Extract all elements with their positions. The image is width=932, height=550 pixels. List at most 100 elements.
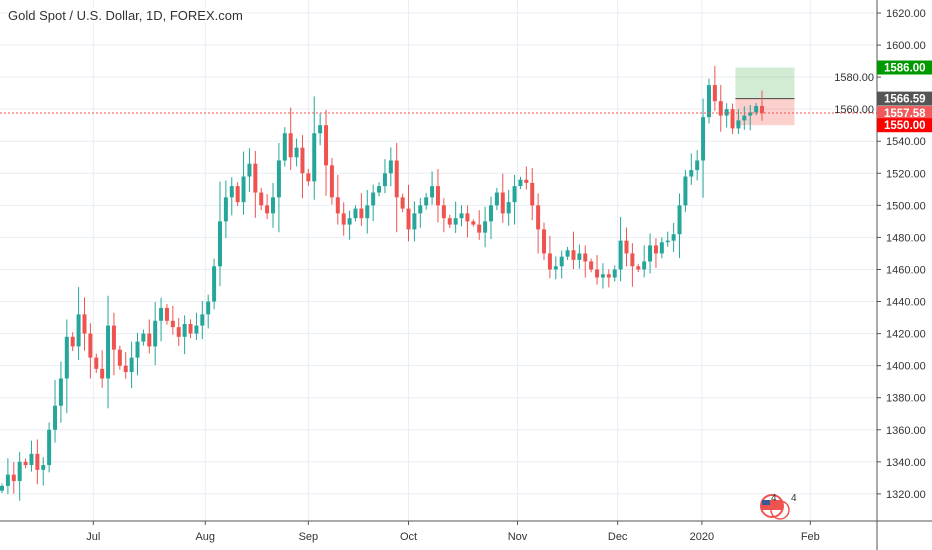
candle-body	[612, 269, 617, 278]
candle-body	[153, 320, 158, 347]
candle	[318, 113, 323, 146]
candle	[58, 361, 63, 423]
candle-body	[47, 429, 52, 466]
x-tick-label: Jul	[86, 531, 100, 543]
candle-body	[377, 186, 382, 193]
candle	[683, 169, 688, 213]
candle-body	[294, 147, 299, 158]
candle	[259, 187, 264, 211]
candle-body	[123, 365, 128, 373]
candle-body	[494, 192, 499, 206]
candle-body	[276, 160, 281, 198]
candle-body	[530, 182, 535, 206]
candle-body	[653, 245, 658, 254]
candle	[471, 219, 476, 227]
candle	[382, 159, 387, 194]
candle-body	[329, 165, 334, 198]
candle-body	[760, 105, 764, 114]
candle-body	[471, 221, 476, 225]
candle-body	[129, 357, 134, 373]
candle	[412, 201, 417, 242]
candle	[530, 168, 535, 221]
candle-body	[412, 213, 417, 230]
candle	[23, 458, 28, 469]
candle	[70, 332, 75, 352]
candle	[229, 177, 234, 216]
candle-body	[683, 176, 688, 206]
candle-body	[618, 240, 623, 270]
candle-body	[742, 115, 747, 121]
candle	[0, 483, 4, 494]
candle-body	[435, 186, 440, 206]
price-label-bg	[877, 91, 932, 106]
candle	[518, 176, 523, 190]
candle	[371, 184, 376, 222]
event-badge-count: 4	[791, 493, 797, 504]
candle	[341, 202, 346, 236]
candle	[695, 150, 700, 181]
candle-body	[754, 105, 759, 113]
candle	[29, 440, 34, 472]
candle	[571, 231, 576, 270]
candle	[559, 250, 564, 279]
candle-body	[76, 314, 81, 347]
candle	[612, 265, 617, 282]
candle	[347, 210, 352, 240]
candle	[312, 96, 317, 200]
candle-body	[542, 229, 547, 254]
candle	[359, 193, 364, 226]
candle	[294, 138, 299, 167]
price-axis[interactable]: 1320.00 1340.00 1360.00 1380.00 1400.00 1420.…	[834, 8, 926, 501]
candle	[400, 193, 405, 213]
candle-body	[589, 261, 594, 270]
candle-body	[748, 112, 753, 116]
candle-body	[642, 261, 647, 270]
candle-body	[359, 208, 364, 219]
event-badge-count: 4	[771, 493, 777, 504]
candle	[135, 332, 140, 376]
y-tick-label: 1600.00	[886, 40, 926, 52]
candle-body	[271, 197, 276, 214]
candle	[194, 312, 199, 341]
candle-body	[5, 474, 10, 486]
candle	[17, 452, 22, 501]
x-tick-label: Feb	[801, 531, 820, 543]
us-flag-event-icon[interactable]: 4 4	[760, 493, 797, 520]
loss-zone	[735, 98, 795, 126]
candle	[506, 189, 511, 226]
candle-body	[217, 221, 222, 267]
y-tick-label: 1360.00	[886, 425, 926, 437]
candle-body	[288, 133, 293, 158]
candle	[271, 182, 276, 228]
candle	[53, 380, 58, 443]
price-label-bg	[877, 106, 932, 121]
candle	[88, 323, 93, 379]
candle-body	[347, 218, 352, 225]
candle-body	[147, 333, 152, 347]
candle	[182, 315, 187, 355]
candle-body	[524, 179, 529, 183]
candle-body	[35, 453, 40, 470]
candle-body	[536, 205, 541, 230]
candle	[712, 65, 717, 111]
candle	[329, 158, 334, 205]
candle-body	[353, 208, 358, 219]
candle-body	[53, 405, 58, 430]
candle-body	[418, 205, 423, 214]
candle-body	[701, 117, 706, 161]
candle-body	[424, 197, 429, 206]
candle-body	[406, 208, 411, 230]
candle	[542, 222, 547, 261]
long-position-tool[interactable]	[735, 67, 795, 126]
candle	[441, 198, 446, 233]
candle	[706, 78, 711, 124]
candle	[129, 341, 134, 389]
candle-body	[565, 250, 570, 257]
time-axis[interactable]: Jul Aug Sep Oct Nov Dec 2020 Feb	[86, 521, 820, 543]
candle-body	[441, 205, 446, 219]
y-tick-label: 1460.00	[886, 264, 926, 276]
candle-body	[17, 461, 22, 482]
candle	[500, 173, 505, 223]
candle-body	[312, 133, 317, 182]
